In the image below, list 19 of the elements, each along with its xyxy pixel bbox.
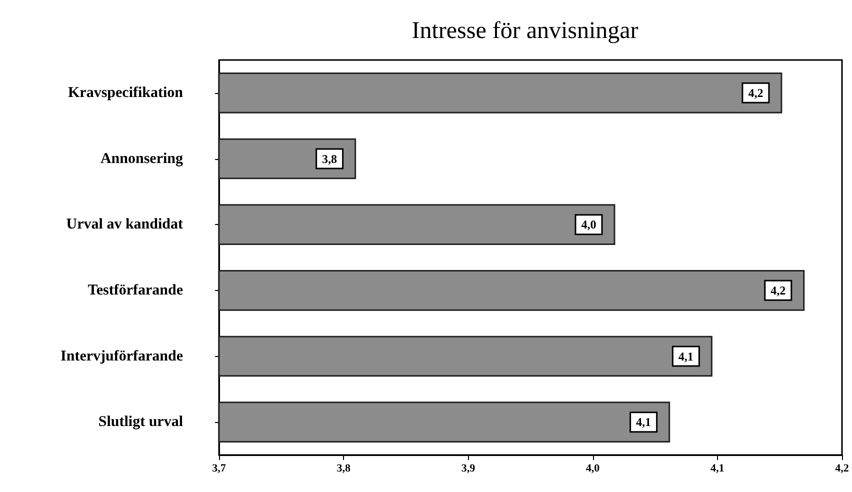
x-tick-label: 4,0 [586, 462, 600, 474]
x-tick-label: 4,2 [835, 462, 850, 474]
data-label: 4,1 [678, 349, 694, 364]
data-label: 4,0 [581, 218, 596, 232]
x-tick-label: 3,7 [212, 462, 226, 474]
y-tick-label: Kravspecifikation [68, 84, 184, 101]
data-label: 4,2 [770, 283, 786, 298]
y-tick-label: Urval av kandidat [66, 216, 183, 233]
x-tick-label: 3,8 [336, 462, 351, 474]
data-label: 4,1 [636, 415, 652, 430]
data-label: 3,8 [322, 152, 338, 166]
x-tick-label: 3,9 [461, 462, 476, 474]
y-tick-label: Intervjuförfarande [60, 348, 184, 364]
chart-title: Intresse för anvisningar [412, 18, 638, 44]
y-tick-label: Testförfarande [88, 282, 184, 298]
data-label: 4,2 [748, 86, 764, 100]
y-tick-label: Slutligt urval [98, 414, 183, 430]
x-tick-label: 4,1 [710, 462, 724, 474]
y-tick-label: Annonsering [100, 150, 184, 167]
